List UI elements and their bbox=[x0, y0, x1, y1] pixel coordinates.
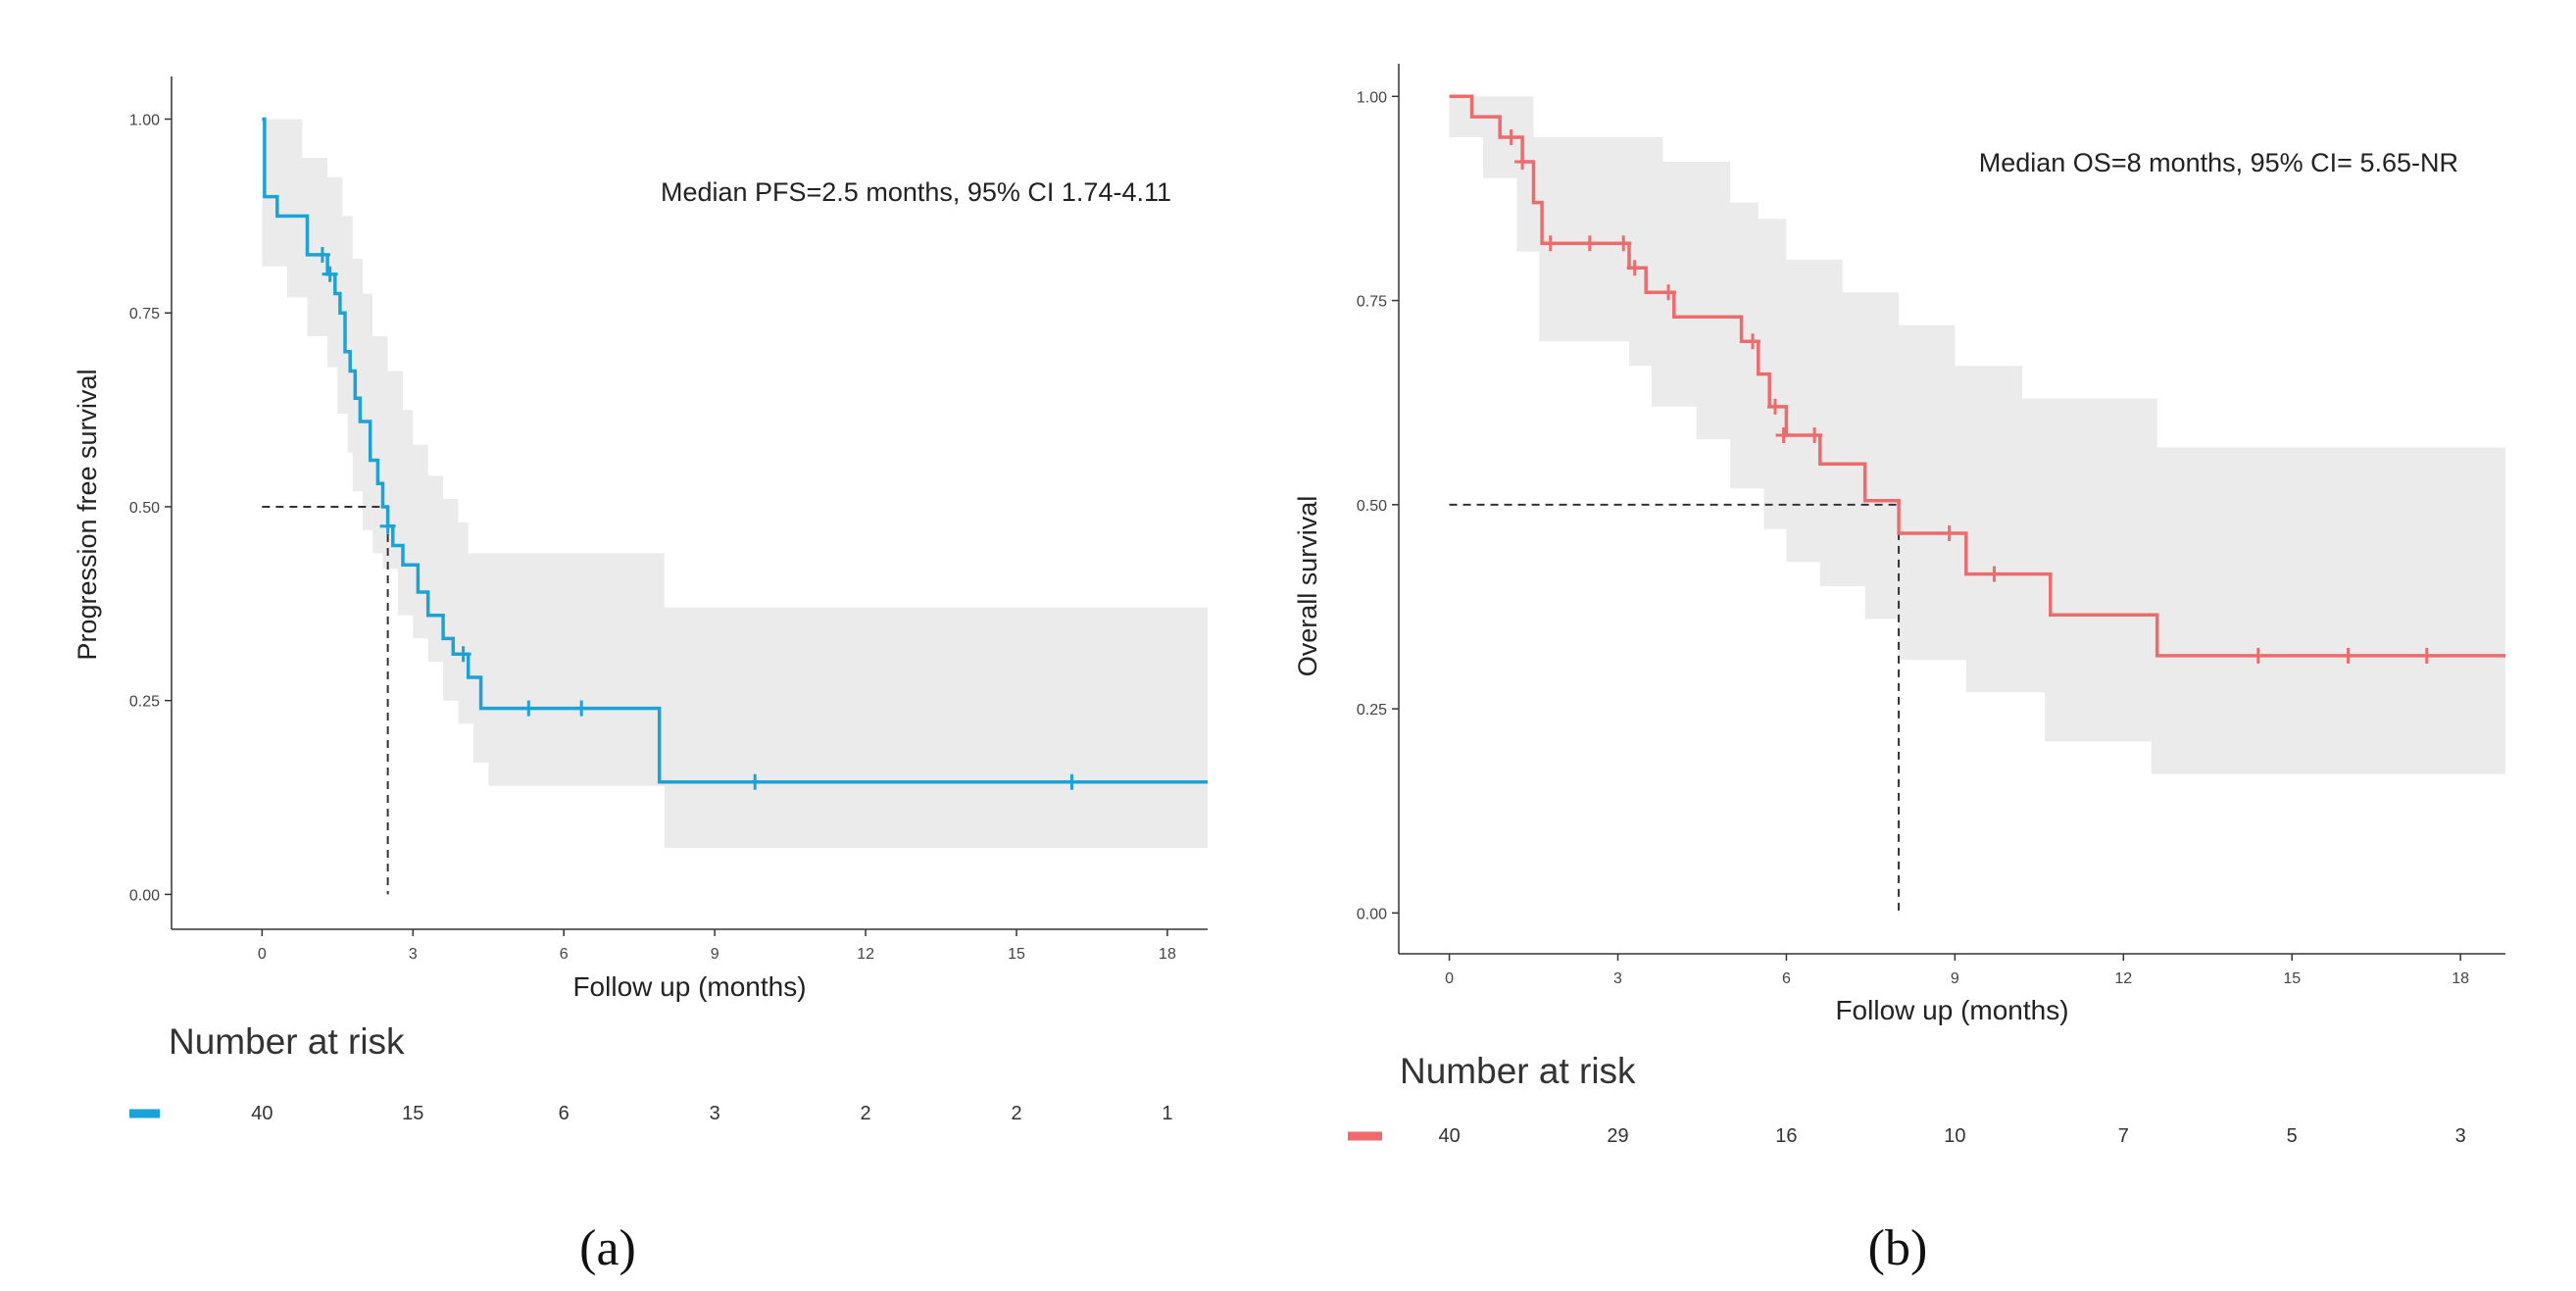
censor-mark bbox=[455, 646, 471, 663]
risk-count: 2 bbox=[1011, 1103, 1021, 1124]
y-tick-label: 0.50 bbox=[1357, 498, 1387, 515]
median-annotation: Median OS=8 months, 95% CI= 5.65-NR bbox=[1979, 148, 2458, 177]
risk-count: 6 bbox=[559, 1103, 570, 1124]
risk-count: 40 bbox=[251, 1103, 272, 1124]
censor-mark bbox=[1581, 235, 1598, 252]
confidence-band bbox=[1449, 96, 2505, 774]
censor-mark bbox=[1064, 773, 1080, 790]
censor-mark bbox=[1660, 284, 1677, 301]
risk-table-title: Number at risk bbox=[169, 1021, 405, 1062]
km-panel-a: 0.000.250.500.751.000 3 6 9 12 15 18Progressio… bbox=[73, 76, 1208, 1276]
y-tick-label: 0.00 bbox=[1357, 906, 1387, 922]
censor-mark bbox=[379, 518, 396, 534]
risk-count: 2 bbox=[861, 1103, 871, 1124]
censor-mark bbox=[1626, 260, 1643, 276]
y-tick-label: 0.25 bbox=[129, 694, 160, 711]
x-tick-label: 6 bbox=[1782, 970, 1791, 987]
median-annotation: Median PFS=2.5 months, 95% CI 1.74-4.11 bbox=[661, 177, 1171, 207]
risk-count: 40 bbox=[1438, 1125, 1460, 1147]
risk-count: 16 bbox=[1775, 1125, 1797, 1147]
censor-mark bbox=[2250, 647, 2266, 664]
risk-count: 5 bbox=[2287, 1125, 2298, 1147]
panel-label: (a) bbox=[579, 1220, 636, 1276]
censor-mark bbox=[1503, 128, 1519, 145]
censor-mark bbox=[1807, 427, 1823, 444]
risk-count: 3 bbox=[710, 1103, 720, 1124]
x-tick-label: 15 bbox=[2283, 970, 2301, 987]
y-tick-label: 0.75 bbox=[1357, 294, 1387, 311]
censor-mark bbox=[573, 700, 590, 717]
censor-mark bbox=[1941, 524, 1957, 541]
censor-mark bbox=[2340, 647, 2356, 664]
censor-mark bbox=[1615, 235, 1632, 252]
x-tick-label: 12 bbox=[2114, 970, 2132, 987]
x-tick-label: 12 bbox=[857, 946, 874, 963]
x-tick-label: 0 bbox=[1445, 970, 1454, 987]
censor-mark bbox=[747, 773, 764, 790]
risk-count: 3 bbox=[2455, 1125, 2466, 1147]
x-tick-label: 18 bbox=[1159, 946, 1176, 963]
survival-curve bbox=[262, 117, 1208, 784]
risk-count: 1 bbox=[1162, 1103, 1172, 1124]
censor-mark bbox=[1775, 427, 1792, 444]
y-tick-label: 1.00 bbox=[129, 113, 160, 129]
y-tick-label: 0.25 bbox=[1357, 702, 1387, 719]
censor-mark bbox=[322, 266, 338, 282]
risk-table-title: Number at risk bbox=[1400, 1051, 1636, 1091]
x-axis-title: Follow up (months) bbox=[572, 971, 806, 1002]
y-tick-label: 0.00 bbox=[129, 887, 160, 904]
risk-count: 15 bbox=[402, 1103, 423, 1124]
censor-mark bbox=[1766, 398, 1783, 415]
x-axis-title: Follow up (months) bbox=[1835, 995, 2068, 1025]
censor-mark bbox=[1542, 235, 1559, 252]
y-tick-label: 1.00 bbox=[1357, 89, 1387, 106]
confidence-band bbox=[262, 119, 1208, 848]
x-tick-label: 15 bbox=[1008, 946, 1025, 963]
x-tick-label: 6 bbox=[560, 946, 569, 963]
x-tick-label: 3 bbox=[1613, 970, 1622, 987]
x-tick-label: 18 bbox=[2452, 970, 2469, 987]
risk-count: 10 bbox=[1944, 1125, 1965, 1147]
censor-mark bbox=[2418, 647, 2435, 664]
y-tick-label: 0.75 bbox=[129, 306, 160, 323]
x-tick-label: 3 bbox=[409, 946, 418, 963]
censor-mark bbox=[1986, 566, 2003, 582]
panel-label: (b) bbox=[1868, 1220, 1928, 1276]
risk-count: 29 bbox=[1607, 1125, 1628, 1147]
y-axis-title: Progression free survival bbox=[73, 369, 102, 660]
censor-mark bbox=[1745, 333, 1761, 350]
censor-mark bbox=[1514, 153, 1531, 170]
censor-mark bbox=[520, 700, 537, 717]
y-axis-title: Overall survival bbox=[1293, 496, 1322, 677]
x-tick-label: 0 bbox=[258, 946, 267, 963]
risk-count: 7 bbox=[2118, 1125, 2129, 1147]
censor-mark bbox=[314, 246, 330, 263]
x-tick-label: 9 bbox=[1951, 970, 1959, 987]
km-panel-b: 0.00 0.25 0.50 0.75 1.00 0 3 6 9 12 15 18 Overall su… bbox=[1293, 64, 2505, 1276]
x-tick-label: 9 bbox=[711, 946, 719, 963]
y-tick-label: 0.50 bbox=[129, 500, 160, 517]
